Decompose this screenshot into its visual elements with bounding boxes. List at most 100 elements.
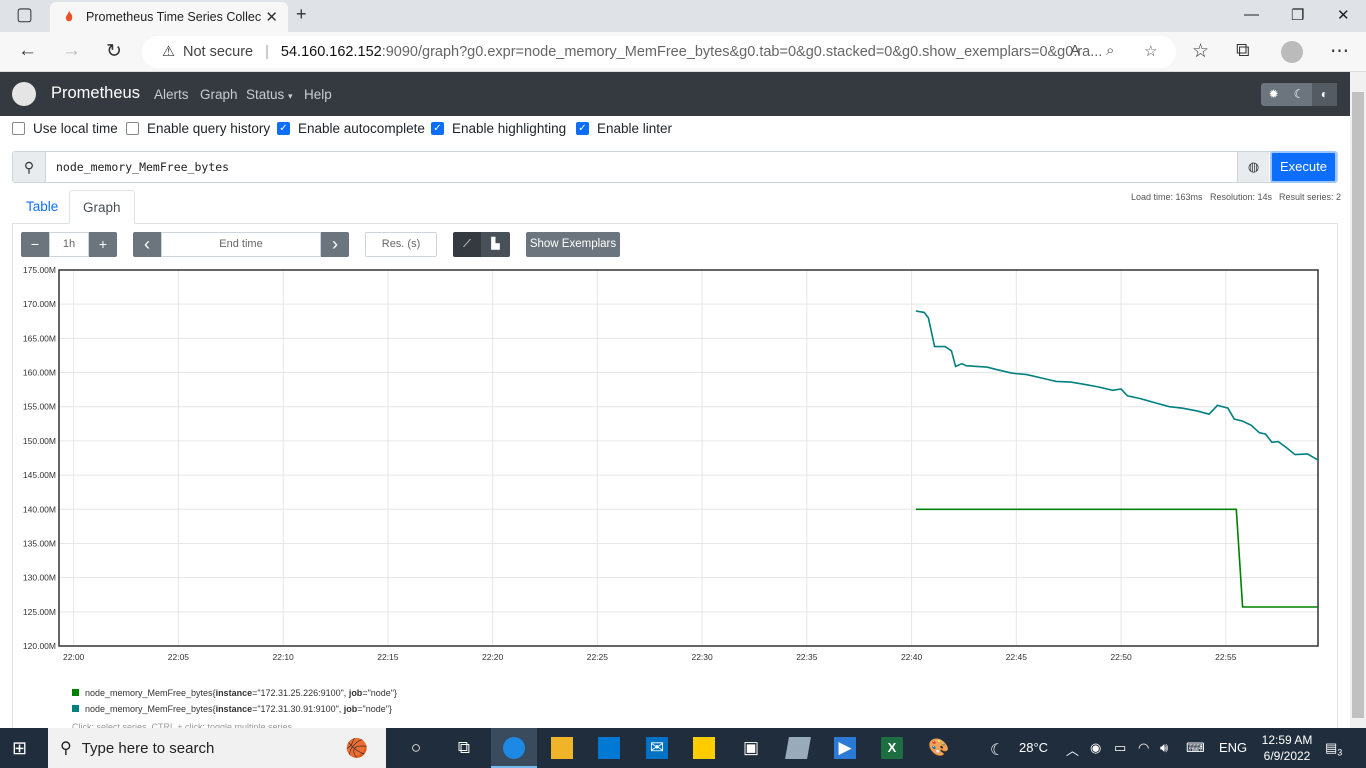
x-tick-label: 22:40 (901, 652, 923, 662)
light-theme-icon[interactable]: ✹ (1268, 87, 1279, 101)
legend-value: ="node"} (362, 688, 397, 698)
clock-time: 12:59 AM (1261, 733, 1313, 747)
refresh-icon[interactable]: ↻ (106, 41, 122, 62)
tab-graph[interactable]: Graph (69, 190, 135, 224)
unstacked-chart-icon[interactable]: ⟋ (453, 232, 481, 257)
execute-button[interactable]: Execute (1270, 151, 1337, 183)
tab-actions-icon[interactable]: ▢ (16, 4, 34, 24)
clock[interactable]: 12:59 AM 6/9/2022 (1257, 732, 1317, 764)
tray-chevron-icon[interactable]: ︿ (1066, 743, 1080, 758)
expression-input[interactable]: node_memory_MemFree_bytes (56, 160, 230, 174)
back-icon[interactable]: ← (18, 40, 37, 61)
checkbox[interactable] (12, 122, 25, 135)
keyboard-icon[interactable]: ⌨ (1186, 740, 1205, 755)
maximize-icon[interactable]: ❐ (1291, 7, 1305, 24)
scrollbar-thumb[interactable] (1352, 92, 1364, 718)
option-autocomplete[interactable]: ✓ Enable autocomplete (277, 121, 425, 136)
search-icon: ⚲ (13, 152, 46, 182)
resolution: Resolution: 14s (1210, 192, 1273, 202)
wifi-icon[interactable]: ◠ (1138, 740, 1150, 755)
y-tick-label: 135.00M (23, 538, 56, 548)
option-highlighting[interactable]: ✓ Enable highlighting (431, 121, 566, 136)
tab-table[interactable]: Table (26, 199, 59, 214)
excel-icon[interactable]: X (881, 737, 903, 759)
battery-icon[interactable]: ▭ (1114, 740, 1127, 755)
search-placeholder: Type here to search (81, 739, 215, 757)
option-use-local-time[interactable]: Use local time (12, 121, 118, 136)
series-line-2[interactable] (915, 310, 1319, 461)
browser-tab[interactable]: Prometheus Time Series Collection and Pr… (50, 2, 288, 32)
weather-moon-icon[interactable]: ☾ (990, 742, 1005, 759)
profile-avatar[interactable] (1281, 41, 1303, 63)
minimize-icon[interactable]: — (1244, 6, 1259, 23)
series-line-1[interactable] (915, 508, 1318, 608)
checkbox[interactable] (126, 122, 139, 135)
media-player-icon[interactable]: ▶ (834, 737, 856, 759)
legend-item[interactable]: node_memory_MemFree_bytes{instance="172.… (72, 704, 392, 714)
task-view-icon[interactable]: ⧉ (457, 738, 471, 757)
legend-swatch (72, 689, 79, 696)
tray-app-icon[interactable]: ◉ (1090, 740, 1102, 755)
more-menu-icon[interactable]: ⋯ (1330, 41, 1349, 62)
zoom-icon[interactable]: ⌕ (1106, 42, 1115, 59)
memory-chart[interactable]: 120.00M 125.00M 130.00M 135.00M 140.00M 145.0… (0, 260, 1340, 665)
y-tick-label: 125.00M (23, 607, 56, 617)
x-tick-label: 22:55 (1215, 652, 1237, 662)
stacked-chart-icon[interactable]: ▙ (481, 232, 510, 257)
y-tick-label: 170.00M (23, 299, 56, 309)
notes-app-icon[interactable] (785, 737, 811, 759)
show-exemplars-button[interactable]: Show Exemplars (526, 232, 620, 257)
previous-time-button[interactable]: ‹ (133, 232, 161, 257)
sticky-notes-icon[interactable] (693, 737, 715, 759)
checkbox-checked[interactable]: ✓ (431, 122, 444, 135)
nav-alerts[interactable]: Alerts (154, 87, 189, 102)
volume-icon[interactable]: 🔊︎ (1160, 740, 1169, 755)
legend-value: ="node"} (357, 704, 392, 714)
auto-theme-icon[interactable]: ◐ (1311, 83, 1337, 106)
close-tab-icon[interactable]: ✕ (265, 9, 278, 26)
view-tabs: Table Graph (12, 190, 1338, 224)
option-linter[interactable]: ✓ Enable linter (576, 121, 672, 136)
file-explorer-icon[interactable] (551, 737, 573, 759)
resolution-input[interactable]: Res. (s) (365, 232, 437, 257)
edge-browser-icon[interactable] (503, 737, 525, 759)
language[interactable]: ENG (1219, 740, 1248, 755)
cortana-icon[interactable]: ○ (410, 738, 422, 757)
decrease-range-button[interactable]: − (21, 232, 49, 257)
mail-icon[interactable]: ✉ (646, 737, 668, 759)
add-favorite-icon[interactable]: ☆ (1144, 43, 1158, 60)
option-query-history[interactable]: Enable query history (126, 121, 270, 136)
legend-item[interactable]: node_memory_MemFree_bytes{instance="172.… (72, 688, 397, 698)
url-field[interactable]: ⚠ Not secure | 54.160.162.152 :9090/grap… (142, 36, 1176, 68)
end-time-input[interactable]: End time (161, 232, 321, 257)
nav-status[interactable]: Status ▾ (246, 87, 293, 102)
brand[interactable]: Prometheus (51, 84, 140, 102)
taskbar-search[interactable]: ⚲ Type here to search 🏀 (48, 728, 386, 768)
notifications-icon[interactable]: ▤3 (1325, 740, 1343, 758)
dark-theme-icon[interactable]: ☾ (1293, 87, 1305, 101)
nav-graph[interactable]: Graph (200, 87, 238, 102)
remote-desktop-icon[interactable]: ▣ (742, 738, 760, 757)
nav-help[interactable]: Help (304, 87, 332, 102)
metrics-explorer-icon[interactable]: ◍ (1237, 152, 1269, 182)
windows-start-icon[interactable]: ⊞ (12, 738, 28, 758)
new-tab-icon[interactable]: + (296, 4, 307, 24)
increase-range-button[interactable]: + (89, 232, 117, 257)
weather-temp[interactable]: 28°C (1019, 740, 1049, 755)
read-aloud-icon[interactable]: A (1070, 42, 1081, 59)
paint-icon[interactable]: 🎨 (928, 738, 950, 757)
notification-count: 3 (1337, 747, 1343, 758)
favorites-icon[interactable]: ☆ (1192, 41, 1210, 62)
x-tick-label: 22:20 (482, 652, 504, 662)
collections-icon[interactable]: ⧉ (1236, 40, 1250, 61)
checkbox-checked[interactable]: ✓ (576, 122, 589, 135)
store-icon[interactable] (598, 737, 620, 759)
checkbox-checked[interactable]: ✓ (277, 122, 290, 135)
y-tick-label: 140.00M (23, 504, 56, 514)
range-input[interactable]: 1h (49, 232, 89, 257)
forward-icon[interactable]: → (62, 40, 81, 61)
close-window-icon[interactable]: ✕ (1337, 7, 1350, 24)
next-time-button[interactable]: › (321, 232, 349, 257)
load-time: Load time: 163ms (1131, 192, 1203, 202)
prometheus-logo-icon[interactable] (12, 82, 36, 106)
